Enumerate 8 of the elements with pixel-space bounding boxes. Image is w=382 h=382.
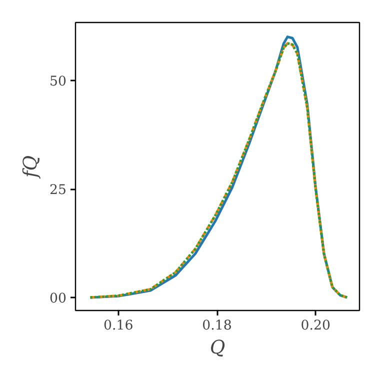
y-tick-label: 00 [50, 291, 67, 306]
x-tick-label: 0.20 [300, 318, 330, 334]
x-axis-title: Q [210, 338, 226, 358]
y-tick-label: 50 [50, 74, 67, 90]
x-tick-label: 0.18 [202, 318, 232, 334]
y-tick-label: 25 [50, 183, 67, 198]
x-tick-label: 0.16 [104, 318, 134, 334]
y-axis-title: fQ [20, 155, 42, 180]
